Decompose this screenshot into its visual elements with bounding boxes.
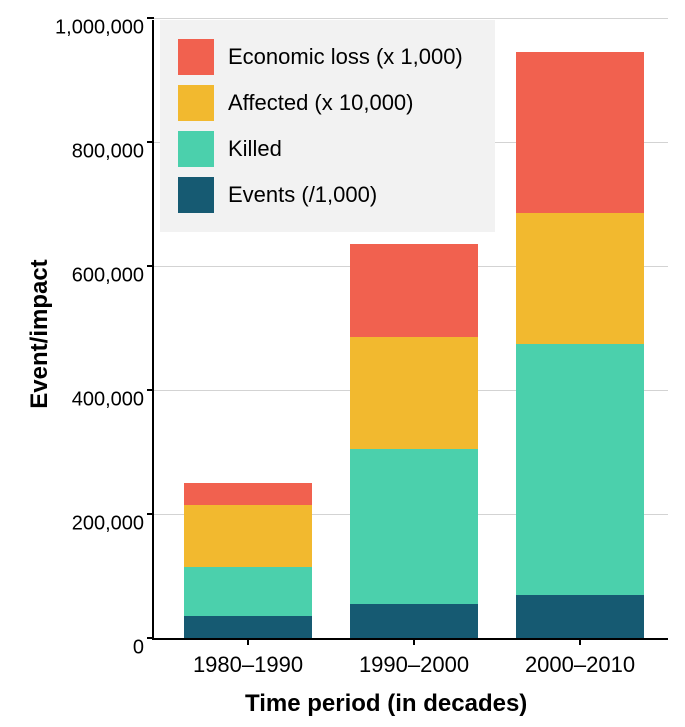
y-tick-label: 0 [133,637,154,660]
legend-label: Events (/1,000) [228,182,377,208]
legend-item-events: Events (/1,000) [178,172,463,218]
x-tick-label: 1980–1990 [193,638,303,678]
legend-swatch [178,85,214,121]
y-tick-label: 600,000 [72,265,154,288]
bar-group [184,483,312,638]
bar-segment-affected [350,337,478,449]
legend-swatch [178,39,214,75]
bar-group [516,52,644,638]
bar-segment-killed [516,344,644,595]
gridline [154,18,668,19]
bar-segment-affected [516,213,644,343]
y-tick-label: 1,000,000 [55,17,154,40]
x-axis-label: Time period (in decades) [245,690,527,718]
legend-item-affected: Affected (x 10,000) [178,80,463,126]
bar-segment-economic_loss [350,244,478,337]
y-tick-label: 400,000 [72,389,154,412]
bar-segment-events [350,604,478,638]
y-tick-label: 200,000 [72,513,154,536]
bar-segment-economic_loss [516,52,644,213]
bar-segment-killed [350,449,478,604]
bar-segment-affected [184,505,312,567]
x-tick-label: 2000–2010 [525,638,635,678]
legend-item-economic_loss: Economic loss (x 1,000) [178,34,463,80]
bar-group [350,244,478,638]
legend-label: Affected (x 10,000) [228,90,414,116]
bar-segment-economic_loss [184,483,312,505]
y-axis-label: Event/impact [26,214,54,454]
x-tick-label: 1990–2000 [359,638,469,678]
y-tick-label: 800,000 [72,141,154,164]
legend-label: Killed [228,136,282,162]
legend: Economic loss (x 1,000) Affected (x 10,00… [160,20,495,232]
bar-segment-events [516,595,644,638]
bar-segment-killed [184,567,312,617]
legend-label: Economic loss (x 1,000) [228,44,463,70]
legend-swatch [178,177,214,213]
stacked-bar-chart: Event/impact 0 200,000 400,000 600,000 800,0… [0,0,685,727]
legend-swatch [178,131,214,167]
legend-item-killed: Killed [178,126,463,172]
bar-segment-events [184,616,312,638]
